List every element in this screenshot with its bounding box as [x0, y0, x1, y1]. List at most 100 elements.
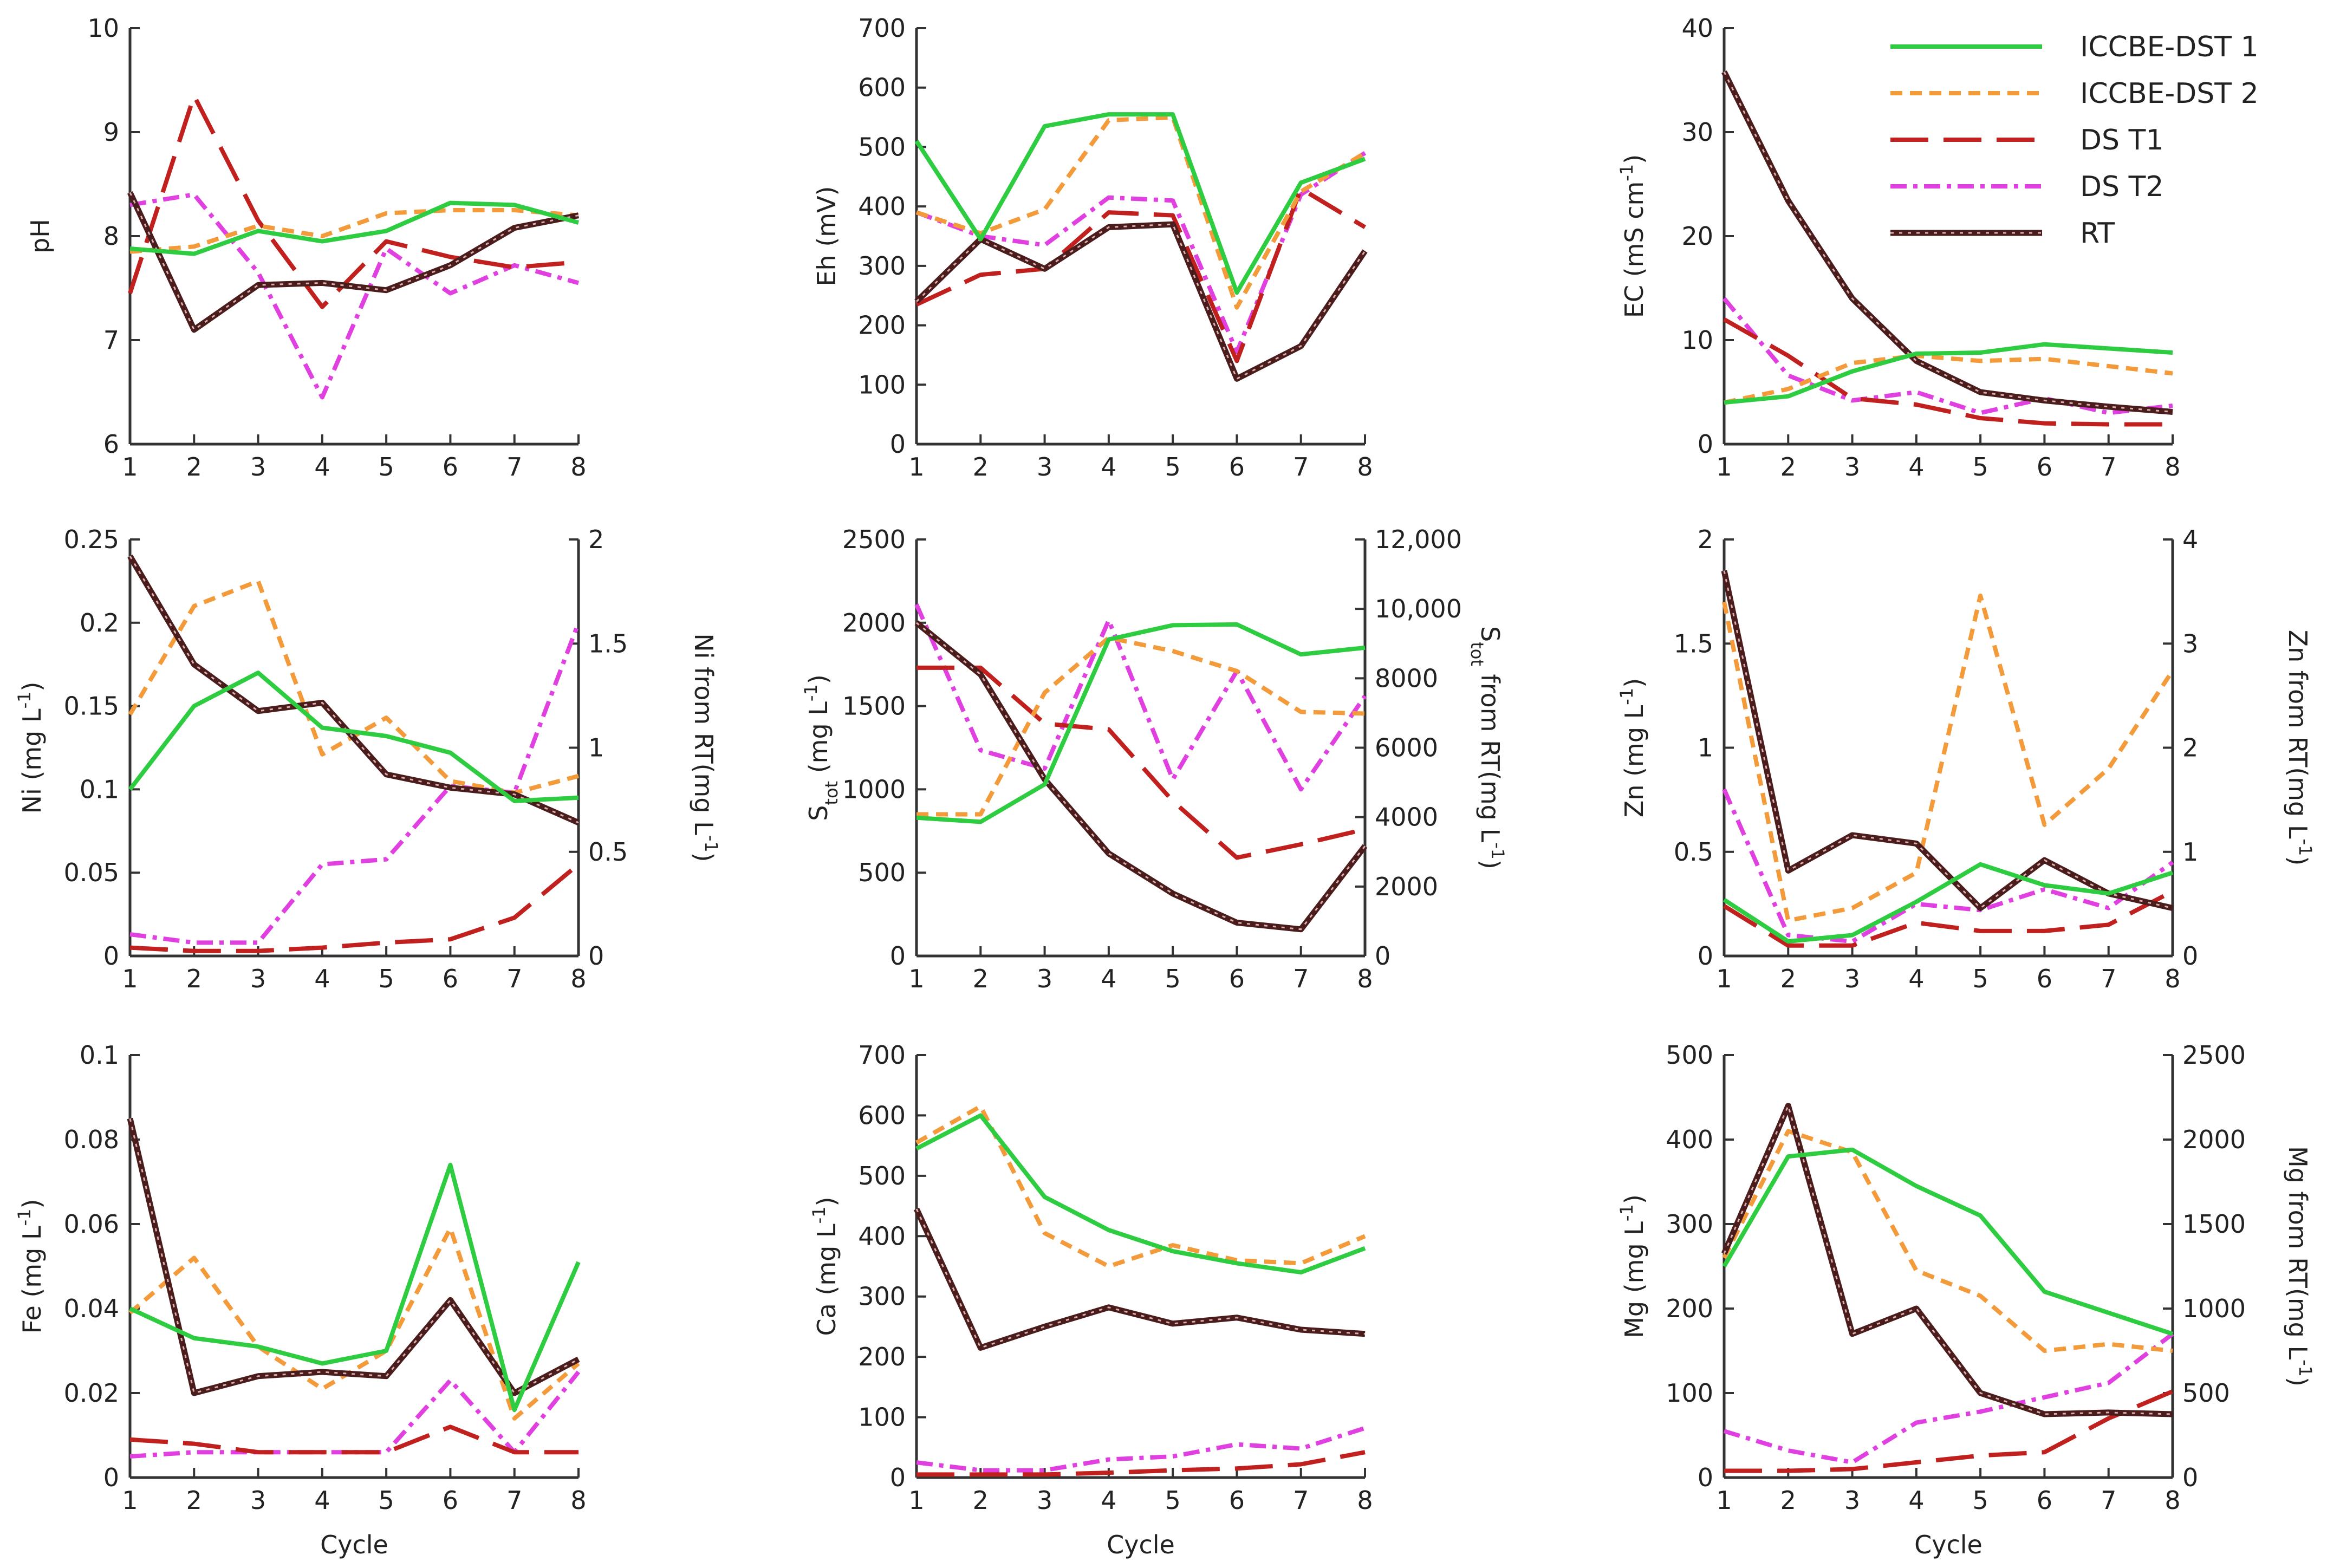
mg-xtick-label: 2 — [1780, 1486, 1796, 1515]
fe-ylabel: Fe (mg L-1) — [14, 1199, 47, 1334]
zn-xtick-label: 3 — [1844, 964, 1860, 993]
panel-fe: 0 0.02 0.04 0.06 0.08 0.1 1 2 3 4 5 6 7 8 Fe (mg L-1) C… — [14, 1040, 587, 1559]
stot-rtick-label: 10,000 — [1375, 594, 1462, 623]
stot-right-ylabel: Stot from RT(mg L-1) — [1467, 626, 1508, 869]
ec-ytick-label: 10 — [1681, 326, 1713, 355]
ph-xtick-label: 4 — [314, 452, 330, 482]
zn-ylabel: Zn (mg L-1) — [1616, 678, 1649, 817]
eh-ytick-label: 0 — [890, 430, 906, 459]
ca-ytick-label: 500 — [858, 1161, 906, 1190]
eh-ytick-label: 400 — [858, 192, 906, 221]
ca-series-icc2 — [915, 1104, 1366, 1268]
zn-xtick-label: 1 — [1716, 964, 1732, 993]
ca-series-rt — [914, 1207, 1366, 1351]
ca-xtick-label: 8 — [1357, 1486, 1373, 1515]
fe-xtick-label: 5 — [379, 1486, 394, 1515]
mg-xtick-label: 4 — [1908, 1486, 1924, 1515]
eh-ytick-label: 100 — [858, 370, 906, 399]
fe-xtick-label: 6 — [443, 1486, 458, 1515]
ca-ylabel: Ca (mg L-1) — [809, 1197, 841, 1336]
zn-rtick-label: 3 — [2182, 629, 2198, 658]
mg-xlabel: Cycle — [1914, 1530, 1982, 1559]
stot-ytick-label: 1000 — [842, 775, 906, 804]
mg-ytick-label: 100 — [1666, 1378, 1713, 1408]
stot-rtick-label: 4000 — [1375, 803, 1438, 832]
fe-xtick-label: 2 — [186, 1486, 202, 1515]
ca-ytick-label: 300 — [858, 1282, 906, 1311]
stot-ytick-label: 2500 — [842, 525, 906, 554]
eh-series-icc1 — [914, 112, 1366, 295]
zn-xtick-label: 8 — [2164, 964, 2180, 993]
eh-series-icc2 — [915, 115, 1367, 310]
zn-xtick-label: 2 — [1780, 964, 1796, 993]
ec-ytick-label: 20 — [1681, 222, 1713, 251]
ec-series-rt-pattern — [1723, 71, 2173, 413]
ec-xtick-label: 7 — [2101, 452, 2116, 482]
ph-xtick-label: 6 — [443, 452, 458, 482]
ca-xtick-label: 7 — [1293, 1486, 1309, 1515]
eh-ylabel: Eh (mV) — [812, 186, 841, 286]
mg-series-dst1 — [1724, 1389, 2174, 1473]
fe-series-rt-pattern — [129, 1118, 579, 1394]
ph-ytick-label: 6 — [103, 430, 119, 459]
stot-series-rt-pattern — [916, 622, 1366, 931]
stot-xtick-label: 5 — [1165, 964, 1181, 993]
mg-rtick-label: 0 — [2182, 1463, 2198, 1492]
fe-series-icc1 — [129, 1162, 581, 1413]
ph-xtick-label: 7 — [506, 452, 522, 482]
ph-ytick-label: 9 — [103, 118, 119, 147]
zn-series-icc1 — [1722, 862, 2174, 944]
panel-eh: 0 100 200 300 400 500 600 700 1 2 3 4 5 6 7 8 Eh (mV) — [812, 14, 1373, 482]
fe-series-icc2 — [128, 1226, 580, 1421]
mg-ytick-label: 500 — [1666, 1040, 1713, 1070]
ni-xtick-label: 4 — [314, 964, 330, 993]
ec-xtick-label: 4 — [1908, 452, 1924, 482]
ni-xtick-label: 5 — [379, 964, 394, 993]
fe-ytick-label: 0 — [103, 1463, 119, 1492]
zn-rtick-label: 1 — [2182, 837, 2198, 867]
zn-ytick-label: 0.5 — [1674, 837, 1713, 867]
fe-series-dst1 — [129, 1424, 578, 1455]
ph-ytick-label: 7 — [103, 326, 119, 355]
legend: ICCBE-DST 1 ICCBE-DST 2 DS T1 DS T2 RT — [1890, 31, 2259, 250]
ca-xtick-label: 3 — [1037, 1486, 1052, 1515]
ca-xtick-label: 6 — [1229, 1486, 1245, 1515]
ni-series-icc1 — [128, 671, 579, 803]
ni-rtick-label: 2 — [588, 525, 604, 554]
mg-rtick-label: 1500 — [2182, 1209, 2246, 1239]
fe-ytick-label: 0.08 — [64, 1125, 119, 1154]
mg-ytick-label: 400 — [1666, 1125, 1713, 1154]
ph-series-icc2 — [129, 208, 579, 254]
ph-series-rt — [127, 191, 580, 333]
ec-series-dst1 — [1723, 317, 2173, 427]
eh-xtick-label: 2 — [973, 452, 989, 482]
mg-series-rt — [1721, 1103, 2173, 1417]
eh-xtick-label: 7 — [1293, 452, 1309, 482]
ca-xtick-label: 5 — [1165, 1486, 1181, 1515]
fe-xtick-label: 7 — [506, 1486, 522, 1515]
ni-right-ylabel: Ni from RT(mg L-1) — [689, 633, 722, 862]
ca-series-dst1 — [916, 1450, 1366, 1477]
mg-xtick-label: 3 — [1844, 1486, 1860, 1515]
ni-ytick-label: 0.25 — [64, 525, 119, 554]
eh-xtick-label: 1 — [908, 452, 924, 482]
ni-series-dst2 — [129, 622, 581, 945]
zn-series-icc2 — [1722, 593, 2175, 923]
ec-xtick-label: 5 — [1973, 452, 1988, 482]
fe-xlabel: Cycle — [320, 1530, 388, 1559]
ca-ytick-label: 700 — [858, 1040, 906, 1070]
stot-xtick-label: 7 — [1293, 964, 1309, 993]
ni-rtick-label: 1.5 — [588, 629, 628, 658]
ni-xtick-label: 6 — [443, 964, 458, 993]
eh-xtick-label: 5 — [1165, 452, 1181, 482]
eh-xtick-label: 4 — [1101, 452, 1116, 482]
ca-series-icc1 — [915, 1113, 1366, 1275]
zn-xtick-label: 4 — [1908, 964, 1924, 993]
stot-series-icc2 — [916, 635, 1366, 817]
mg-series-rt-pattern — [1723, 1103, 2173, 1415]
legend-label-dst2: DS T2 — [2080, 171, 2163, 203]
stot-xtick-label: 3 — [1037, 964, 1052, 993]
mg-rtick-label: 2500 — [2182, 1040, 2246, 1070]
panel-ni: 0 0.05 0.1 0.15 0.2 0.25 0 0.5 1 1.5 2 Ni from RT(m… — [14, 525, 722, 993]
